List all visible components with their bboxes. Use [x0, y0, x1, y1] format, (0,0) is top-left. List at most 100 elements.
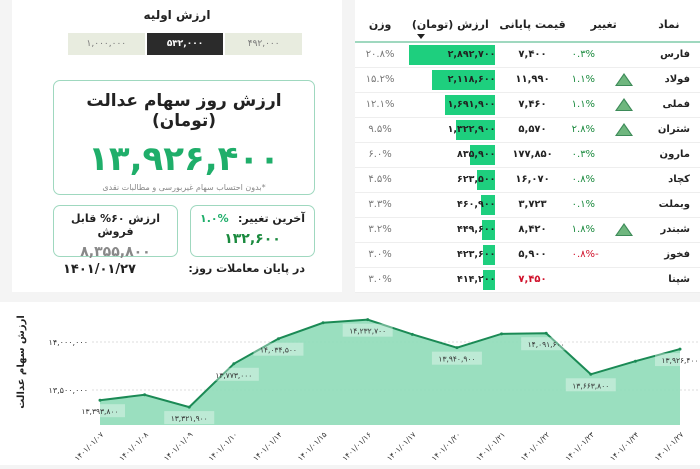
change-cell: ۱.۸% — [569, 217, 610, 243]
trend-cell — [609, 267, 638, 293]
symbol-cell[interactable]: شتران — [637, 117, 700, 143]
data-label-bg — [342, 323, 393, 337]
value-cell: ۴۴۹,۶۰۰ — [405, 217, 496, 243]
data-label-bg — [75, 404, 125, 418]
value-text: ۴۴۹,۶۰۰ — [457, 224, 496, 235]
value-bar — [482, 269, 496, 290]
value-bar — [476, 169, 496, 190]
value-cell: ۶۲۳,۵۰۰ — [405, 167, 496, 193]
last-change-label: آخرین تغییر: — [238, 212, 305, 225]
change-cell: ۰.۳% — [569, 42, 610, 68]
symbol-cell[interactable]: فولاد — [637, 67, 700, 93]
data-label-bg — [431, 351, 482, 365]
area-fill — [100, 319, 680, 425]
data-point — [633, 359, 637, 363]
price-cell: ۷,۴۰۰ — [495, 42, 570, 68]
initial-value-option-532000[interactable]: ۵۳۲,۰۰۰ — [146, 33, 224, 55]
sellable-label: ارزش ۶۰% قابل فروش — [70, 212, 161, 238]
trend-cell — [609, 42, 638, 68]
value-cell: ۲,۸۹۲,۷۰۰ — [405, 42, 496, 68]
table-row[interactable]: شپنا ۷,۴۵۰ ۴۱۴,۲۰۰ ۳.۰% — [355, 267, 700, 293]
data-point — [321, 321, 325, 325]
table-row[interactable]: شبندر ۱.۸% ۸,۴۲۰ ۴۴۹,۶۰۰ ۳.۲% — [355, 217, 700, 243]
data-label: ۱۴,۲۳۲,۷۰۰ — [349, 327, 386, 336]
value-cell: ۱,۶۹۱,۹۰۰ — [405, 92, 496, 118]
table-row[interactable]: کچاد ۰.۸% ۱۶,۰۷۰ ۶۲۳,۵۰۰ ۴.۵% — [355, 167, 700, 193]
table-row[interactable]: شتران ۲.۸% ۵,۵۷۰ ۱,۳۲۲,۹۰۰ ۹.۵% — [355, 117, 700, 143]
trend-cell — [609, 167, 638, 193]
value-bar — [481, 219, 496, 240]
table-row[interactable]: فولاد ۱.۱% ۱۱,۹۹۰ ۲,۱۱۸,۶۰۰ ۱۵.۲% — [355, 67, 700, 93]
data-label: ۱۳,۶۶۳,۸۰۰ — [572, 381, 609, 390]
sellable-card: ارزش ۶۰% قابل فروش ۸,۳۵۵,۸۰۰ — [53, 205, 178, 260]
holdings-panel: نماد تغییر قیمت پایانی ارزش (تومان) وزن … — [355, 0, 700, 293]
value-text: ۱,۳۲۲,۹۰۰ — [447, 124, 496, 135]
x-tick-label: ۱۴۰۱/۰۱/۲۷ — [653, 430, 686, 463]
x-tick-label: ۱۴۰۱/۰۱/۱۴ — [251, 430, 284, 463]
change-cell: ۱.۱% — [569, 92, 610, 118]
symbol-cell[interactable]: فارس — [637, 42, 700, 68]
weight-cell: ۱۲.۱% — [355, 92, 406, 118]
initial-value-option-492000[interactable]: ۴۹۲,۰۰۰ — [225, 33, 303, 55]
table-row[interactable]: فملی ۱.۱% ۷,۴۶۰ ۱,۶۹۱,۹۰۰ ۱۲.۱% — [355, 92, 700, 118]
data-label: ۱۴,۰۳۴,۵۰۰ — [260, 346, 297, 355]
data-label-bg — [208, 367, 259, 381]
symbol-cell[interactable]: شبندر — [637, 217, 700, 243]
table-row[interactable]: فارس ۰.۳% ۷,۴۰۰ ۲,۸۹۲,۷۰۰ ۲۰.۸% — [355, 42, 700, 68]
value-bar — [470, 144, 496, 165]
header-change[interactable]: تغییر — [569, 8, 638, 43]
up-triangle-icon — [614, 123, 633, 136]
symbol-cell[interactable]: شپنا — [637, 267, 700, 293]
table-row[interactable]: وبملت ۰.۱% ۳,۷۲۳ ۴۶۰,۹۰۰ ۳.۳% — [355, 192, 700, 218]
change-cell: ۰.۸% — [569, 167, 610, 193]
value-text: ۲,۸۹۲,۷۰۰ — [447, 49, 496, 61]
change-cell: ۲.۸% — [569, 117, 610, 143]
symbol-cell[interactable]: مارون — [637, 142, 700, 168]
symbol-cell[interactable]: کچاد — [637, 167, 700, 193]
header-weight[interactable]: وزن — [355, 8, 406, 43]
x-tick-label: ۱۴۰۱/۰۱/۲۴ — [608, 430, 641, 463]
price-cell: ۱۷۷,۸۵۰ — [495, 142, 570, 168]
header-price[interactable]: قیمت پایانی — [495, 8, 570, 43]
value-cell: ۴۲۳,۶۰۰ — [405, 242, 496, 268]
value-text: ۴۱۴,۲۰۰ — [457, 274, 496, 285]
x-tick-label: ۱۴۰۱/۰۱/۱۶ — [340, 430, 373, 463]
weight-cell: ۳.۳% — [355, 192, 406, 218]
trend-cell — [609, 67, 638, 93]
table-row[interactable]: فخوز -۰.۸% ۵,۹۰۰ ۴۲۳,۶۰۰ ۳.۰% — [355, 242, 700, 268]
value-text: ۸۳۵,۹۰۰ — [457, 149, 496, 160]
trading-day-row: در پایان معاملات روز: ۱۴۰۱/۰۱/۲۷ — [53, 262, 315, 277]
initial-value-option-1000000[interactable]: ۱,۰۰۰,۰۰۰ — [68, 33, 145, 55]
value-cell: ۴۶۰,۹۰۰ — [405, 192, 496, 218]
initial-value-selector: ۱,۰۰۰,۰۰۰ ۵۳۲,۰۰۰ ۴۹۲,۰۰۰ — [67, 33, 303, 55]
price-cell: ۷,۴۶۰ — [495, 92, 570, 118]
symbol-cell[interactable]: فملی — [637, 92, 700, 118]
data-point — [544, 331, 548, 335]
x-tick-label: ۱۴۰۱/۰۱/۲۰ — [430, 430, 463, 463]
symbol-cell[interactable]: فخوز — [637, 242, 700, 268]
sellable-value: ۸,۳۵۵,۸۰۰ — [80, 244, 151, 260]
value-text: ۴۶۰,۹۰۰ — [457, 199, 496, 210]
value-text: ۲,۱۱۸,۶۰۰ — [447, 74, 496, 85]
table-row[interactable]: مارون ۰.۳% ۱۷۷,۸۵۰ ۸۳۵,۹۰۰ ۶.۰% — [355, 142, 700, 168]
value-cell: ۴۱۴,۲۰۰ — [405, 267, 496, 293]
x-tick-label: ۱۴۰۱/۰۱/۲۳ — [563, 430, 596, 463]
x-tick-label: ۱۴۰۱/۰۱/۰۸ — [117, 430, 150, 463]
price-cell: ۱۶,۰۷۰ — [495, 167, 570, 193]
header-symbol[interactable]: نماد — [637, 8, 700, 43]
summary-panel: ارزش اولیه ۱,۰۰۰,۰۰۰ ۵۳۲,۰۰۰ ۴۹۲,۰۰۰ ارز… — [12, 0, 342, 292]
y-axis-label: ارزش سهام عدالت — [16, 315, 27, 409]
trend-cell — [609, 142, 638, 168]
data-label: ۱۳,۹۲۶,۴۰۰ — [662, 356, 699, 365]
y-tick-label: ۱۴,۰۰۰,۰۰۰ — [49, 338, 88, 347]
weight-cell: ۳.۲% — [355, 217, 406, 243]
trend-cell — [609, 117, 638, 143]
last-change-percent: ۱.۰% — [200, 212, 229, 225]
up-triangle-icon — [614, 223, 633, 236]
data-point — [187, 405, 191, 409]
data-point — [500, 332, 504, 336]
header-value[interactable]: ارزش (تومان) — [405, 8, 496, 43]
data-point — [678, 347, 682, 351]
symbol-cell[interactable]: وبملت — [637, 192, 700, 218]
value-bar — [432, 69, 496, 90]
